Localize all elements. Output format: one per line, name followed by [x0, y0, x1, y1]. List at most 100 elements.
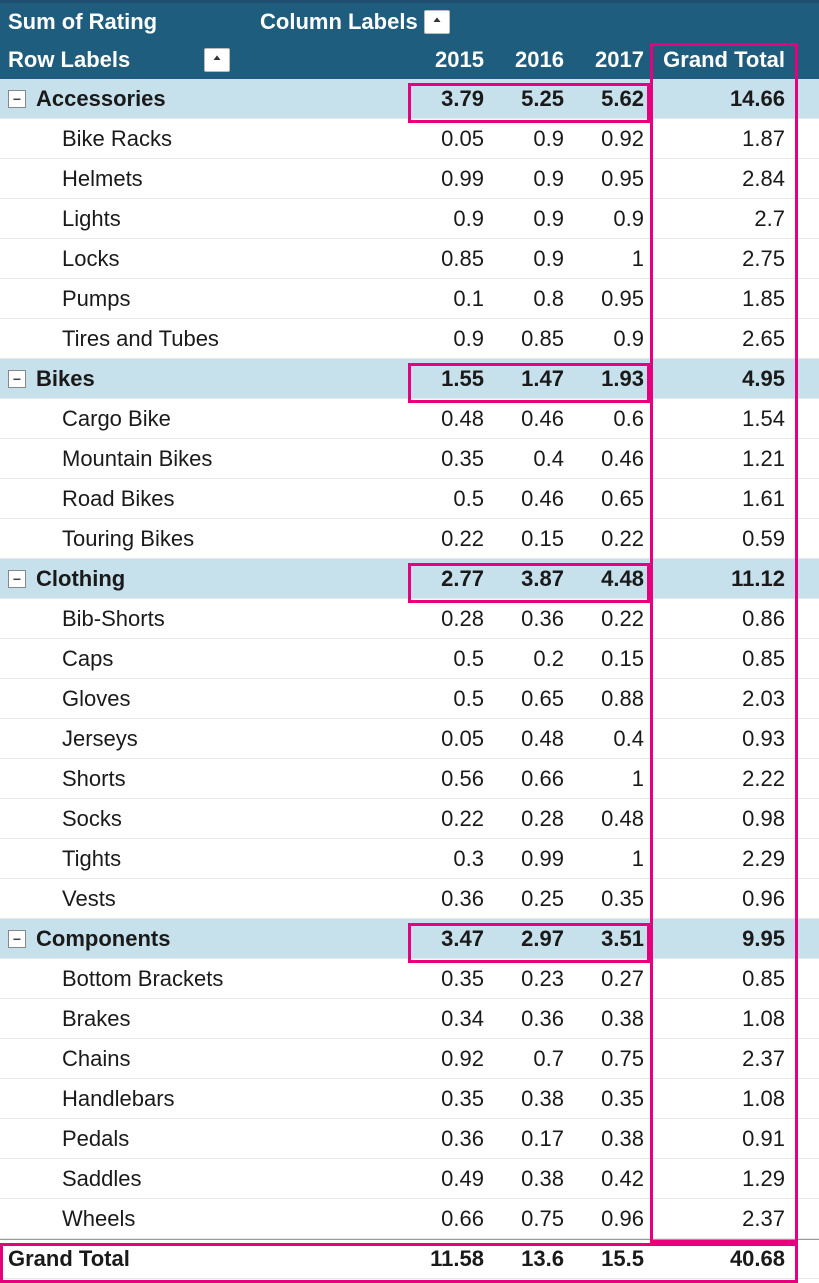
item-row[interactable]: Handlebars0.350.380.351.08 — [0, 1079, 819, 1119]
item-row[interactable]: Bottom Brackets0.350.230.270.85 — [0, 959, 819, 999]
item-row[interactable]: Brakes0.340.360.381.08 — [0, 999, 819, 1039]
category-row[interactable]: −Accessories3.795.255.6214.66 — [0, 79, 819, 119]
item-value: 0.95 — [570, 166, 650, 192]
item-value: 0.35 — [410, 1086, 490, 1112]
item-row[interactable]: Helmets0.990.90.952.84 — [0, 159, 819, 199]
item-value: 0.36 — [410, 886, 490, 912]
item-name: Road Bikes — [0, 486, 410, 512]
collapse-button[interactable]: − — [8, 570, 26, 588]
item-total: 1.21 — [650, 446, 795, 472]
item-name: Shorts — [0, 766, 410, 792]
item-row[interactable]: Pedals0.360.170.380.91 — [0, 1119, 819, 1159]
item-total: 0.91 — [650, 1126, 795, 1152]
category-value: 4.48 — [570, 566, 650, 592]
item-row[interactable]: Vests0.360.250.350.96 — [0, 879, 819, 919]
item-row[interactable]: Socks0.220.280.480.98 — [0, 799, 819, 839]
item-value: 0.75 — [490, 1206, 570, 1232]
column-labels-caption: Column Labels — [260, 9, 418, 35]
year-header[interactable]: 2016 — [490, 47, 570, 73]
item-name: Tires and Tubes — [0, 326, 410, 352]
item-row[interactable]: Saddles0.490.380.421.29 — [0, 1159, 819, 1199]
item-value: 0.22 — [570, 606, 650, 632]
item-row[interactable]: Road Bikes0.50.460.651.61 — [0, 479, 819, 519]
item-value: 0.34 — [410, 1006, 490, 1032]
item-value: 0.15 — [490, 526, 570, 552]
row-labels-caption-cell: Row Labels — [0, 47, 410, 73]
item-row[interactable]: Cargo Bike0.480.460.61.54 — [0, 399, 819, 439]
item-row[interactable]: Tires and Tubes0.90.850.92.65 — [0, 319, 819, 359]
item-value: 0.92 — [410, 1046, 490, 1072]
item-value: 0.1 — [410, 286, 490, 312]
item-value: 0.46 — [570, 446, 650, 472]
grand-total-cell: 11.58 — [410, 1246, 490, 1272]
year-header[interactable]: 2017 — [570, 47, 650, 73]
item-name: Saddles — [0, 1166, 410, 1192]
item-total: 0.96 — [650, 886, 795, 912]
item-total: 1.08 — [650, 1086, 795, 1112]
item-total: 2.22 — [650, 766, 795, 792]
item-name: Bottom Brackets — [0, 966, 410, 992]
year-header[interactable]: 2015 — [410, 47, 490, 73]
item-row[interactable]: Jerseys0.050.480.40.93 — [0, 719, 819, 759]
category-row[interactable]: −Components3.472.973.519.95 — [0, 919, 819, 959]
item-total: 2.03 — [650, 686, 795, 712]
item-name: Tights — [0, 846, 410, 872]
item-name: Chains — [0, 1046, 410, 1072]
item-row[interactable]: Touring Bikes0.220.150.220.59 — [0, 519, 819, 559]
item-total: 0.86 — [650, 606, 795, 632]
item-row[interactable]: Caps0.50.20.150.85 — [0, 639, 819, 679]
category-value: 1.47 — [490, 366, 570, 392]
item-value: 0.38 — [570, 1126, 650, 1152]
collapse-button[interactable]: − — [8, 90, 26, 108]
item-total: 0.93 — [650, 726, 795, 752]
item-total: 2.37 — [650, 1046, 795, 1072]
category-value: 3.87 — [490, 566, 570, 592]
item-value: 0.5 — [410, 686, 490, 712]
item-value: 0.9 — [490, 246, 570, 272]
category-value: 1.93 — [570, 366, 650, 392]
item-value: 0.46 — [490, 406, 570, 432]
column-sort-button[interactable] — [424, 10, 450, 34]
item-value: 0.49 — [410, 1166, 490, 1192]
item-name: Bike Racks — [0, 126, 410, 152]
item-row[interactable]: Lights0.90.90.92.7 — [0, 199, 819, 239]
item-row[interactable]: Gloves0.50.650.882.03 — [0, 679, 819, 719]
item-value: 0.9 — [490, 206, 570, 232]
item-value: 0.05 — [410, 126, 490, 152]
item-name: Jerseys — [0, 726, 410, 752]
item-value: 0.9 — [490, 126, 570, 152]
collapse-button[interactable]: − — [8, 930, 26, 948]
sort-asc-icon — [210, 53, 224, 67]
grand-total-row: Grand Total 11.58 13.6 15.5 40.68 — [0, 1239, 819, 1279]
item-value: 0.7 — [490, 1046, 570, 1072]
category-row[interactable]: −Bikes1.551.471.934.95 — [0, 359, 819, 399]
item-value: 1 — [570, 246, 650, 272]
item-total: 1.29 — [650, 1166, 795, 1192]
item-value: 0.5 — [410, 486, 490, 512]
item-name: Locks — [0, 246, 410, 272]
item-value: 0.4 — [570, 726, 650, 752]
item-row[interactable]: Pumps0.10.80.951.85 — [0, 279, 819, 319]
item-row[interactable]: Shorts0.560.6612.22 — [0, 759, 819, 799]
item-value: 0.35 — [570, 886, 650, 912]
item-row[interactable]: Locks0.850.912.75 — [0, 239, 819, 279]
item-value: 1 — [570, 846, 650, 872]
item-value: 0.15 — [570, 646, 650, 672]
grand-total-header[interactable]: Grand Total — [650, 47, 795, 73]
item-total: 2.37 — [650, 1206, 795, 1232]
item-row[interactable]: Bib-Shorts0.280.360.220.86 — [0, 599, 819, 639]
collapse-button[interactable]: − — [8, 370, 26, 388]
item-value: 0.36 — [490, 1006, 570, 1032]
item-row[interactable]: Wheels0.660.750.962.37 — [0, 1199, 819, 1239]
category-row[interactable]: −Clothing2.773.874.4811.12 — [0, 559, 819, 599]
item-row[interactable]: Mountain Bikes0.350.40.461.21 — [0, 439, 819, 479]
item-row[interactable]: Tights0.30.9912.29 — [0, 839, 819, 879]
row-sort-button[interactable] — [204, 48, 230, 72]
item-row[interactable]: Chains0.920.70.752.37 — [0, 1039, 819, 1079]
category-name: Bikes — [36, 366, 95, 392]
item-value: 0.66 — [490, 766, 570, 792]
item-value: 0.28 — [490, 806, 570, 832]
item-value: 0.9 — [410, 326, 490, 352]
grand-total-label: Grand Total — [0, 1246, 410, 1272]
item-row[interactable]: Bike Racks0.050.90.921.87 — [0, 119, 819, 159]
